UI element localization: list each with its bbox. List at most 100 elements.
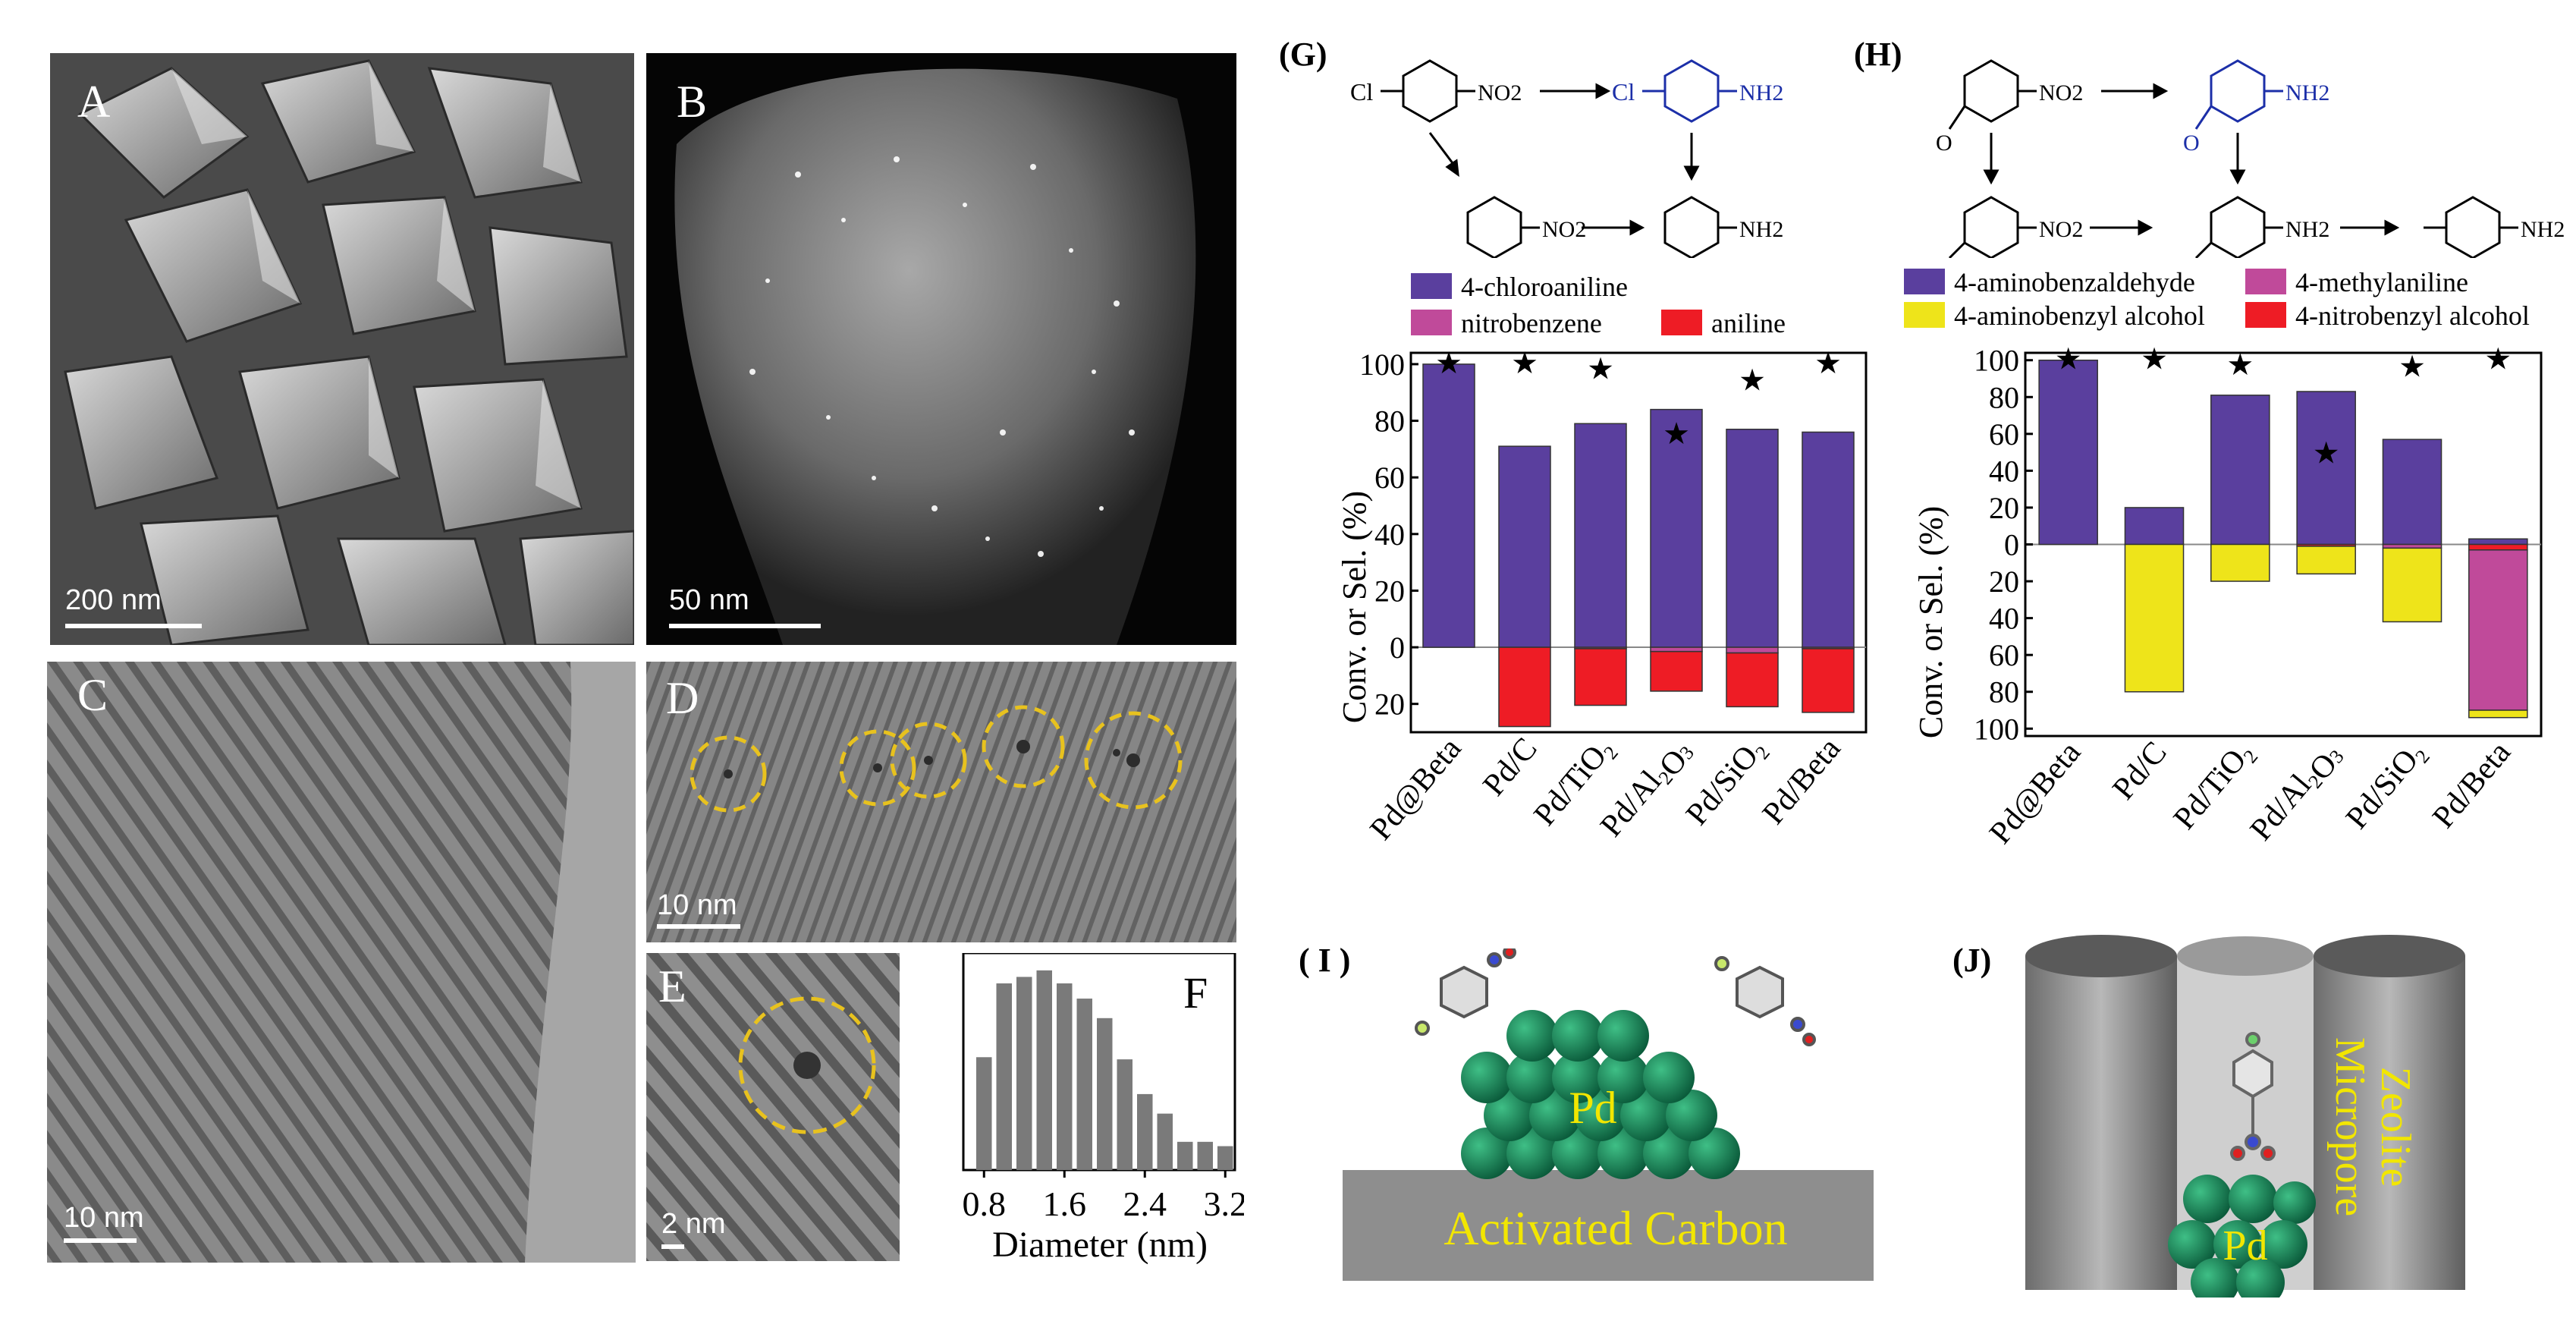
panel-i-illustration: Pd Activated Carbon bbox=[1343, 948, 1874, 1281]
legend: 4-chloroaniline nitrobenzene aniline bbox=[1411, 272, 1786, 338]
conversion-star: ★ bbox=[2141, 342, 2168, 376]
legend-label: 4-nitrobenzyl alcohol bbox=[2295, 300, 2530, 331]
legend-swatch bbox=[2245, 302, 2286, 328]
bar-segment bbox=[2382, 439, 2442, 546]
scale-bar bbox=[657, 924, 740, 929]
tem-lattice-illustration bbox=[47, 662, 636, 1263]
x-tick-label: Pd@Beta bbox=[1364, 731, 1469, 847]
y-tick-label: 80 bbox=[1989, 675, 2019, 709]
y-tick-label: 100 bbox=[1974, 712, 2019, 746]
histogram-bar bbox=[1076, 999, 1092, 1170]
y-tick-label: 20 bbox=[1374, 687, 1405, 722]
bar-segment bbox=[1802, 648, 1855, 713]
chem-label: Cl bbox=[1350, 78, 1373, 105]
x-tick-labels: 0.8 1.6 2.4 3.2 bbox=[963, 1170, 1244, 1223]
scale-bar-label: 50 nm bbox=[669, 584, 749, 616]
conversion-star: ★ bbox=[1814, 346, 1842, 380]
histogram-bar bbox=[1097, 1018, 1113, 1170]
bar-segment bbox=[1650, 650, 1703, 692]
conversion-star: ★ bbox=[1511, 346, 1538, 380]
histogram-bar bbox=[1036, 970, 1052, 1170]
y-tick-label: 0 bbox=[1390, 631, 1405, 665]
reaction-scheme-g: Cl NO2 Cl NH2 NO2 NH2 bbox=[1350, 59, 1783, 258]
histogram-bar bbox=[1157, 1113, 1173, 1170]
scale-bar bbox=[65, 624, 202, 628]
benzene-ring bbox=[2210, 196, 2266, 258]
conversion-star: ★ bbox=[2399, 349, 2426, 383]
panel-j-illustration: Pd Zeolite Micropore bbox=[2025, 935, 2465, 1298]
y-tick-label: 20 bbox=[1374, 574, 1405, 608]
bar-segment bbox=[2210, 395, 2270, 546]
scale-bar-label: 10 nm bbox=[64, 1202, 144, 1234]
zeolite-channel bbox=[2025, 956, 2177, 1290]
chem-label: NH2 bbox=[1739, 80, 1783, 105]
histogram-bar bbox=[1197, 1141, 1213, 1170]
panel-label-e: E bbox=[658, 961, 686, 1011]
histogram-bar bbox=[1177, 1141, 1193, 1170]
benzene-ring bbox=[1963, 59, 2019, 123]
histogram-bar bbox=[1137, 1093, 1153, 1170]
activated-carbon-slab bbox=[1343, 1170, 1874, 1281]
x-tick-label: Pd/C bbox=[2106, 735, 2173, 807]
bar-segment bbox=[1726, 646, 1779, 654]
histogram-bar bbox=[976, 1057, 992, 1170]
bar-segment bbox=[1650, 408, 1703, 648]
pd-label: Pd bbox=[2223, 1222, 2267, 1269]
chart-h: 4-aminobenzaldehyde 4-methylaniline 4-amin… bbox=[1904, 267, 2543, 851]
legend-swatch bbox=[1904, 302, 1945, 328]
y-tick-label: 60 bbox=[1989, 638, 2019, 672]
benzene-ring bbox=[1963, 196, 2019, 258]
benzene-ring bbox=[1663, 196, 1720, 258]
conversion-star: ★ bbox=[2484, 342, 2512, 376]
bar-segment bbox=[1574, 648, 1627, 706]
panel-c-tem-image: C 10 nm bbox=[47, 662, 636, 1263]
chem-label: NO2 bbox=[2039, 80, 2083, 105]
x-tick-label: 1.6 bbox=[1043, 1184, 1087, 1223]
bar-segment bbox=[1498, 445, 1551, 648]
bar-segment bbox=[1650, 646, 1703, 653]
chem-label: HO bbox=[2166, 253, 2198, 258]
scale-bar bbox=[669, 624, 821, 628]
scale-bar bbox=[661, 1244, 684, 1249]
y-tick-label: 40 bbox=[1374, 517, 1405, 552]
scale-bar bbox=[64, 1238, 137, 1243]
conversion-star: ★ bbox=[1435, 346, 1462, 380]
histogram-bar bbox=[1217, 1146, 1233, 1170]
y-tick-label: 80 bbox=[1989, 380, 2019, 414]
nitroarene-molecule bbox=[1714, 956, 1816, 1046]
bar-segment bbox=[1422, 363, 1475, 648]
chem-label: NH2 bbox=[2285, 80, 2329, 105]
bar-segment bbox=[2468, 549, 2528, 711]
conversion-star: ★ bbox=[2055, 342, 2082, 376]
bar-segment bbox=[2382, 547, 2442, 623]
panel-label-f: F bbox=[1183, 968, 1208, 1018]
x-axis-label: Diameter (nm) bbox=[992, 1225, 1208, 1265]
y-tick-label: 20 bbox=[1989, 565, 2019, 599]
panel-label-a: A bbox=[77, 77, 111, 127]
histogram-bar bbox=[1016, 977, 1032, 1170]
panel-a-sem-image: A 200 nm bbox=[50, 53, 634, 645]
histogram-bar bbox=[1057, 983, 1073, 1170]
plot-frame bbox=[1409, 351, 1868, 734]
panel-label-d: D bbox=[666, 673, 699, 723]
legend-label: aniline bbox=[1711, 308, 1786, 338]
panel-label-i: ( I ) bbox=[1299, 942, 1351, 979]
x-tick-label: Pd/Beta bbox=[2426, 735, 2518, 835]
legend-swatch bbox=[1411, 310, 1452, 335]
bar-segment bbox=[2468, 543, 2528, 551]
x-tick-label: Pd/Beta bbox=[1756, 731, 1848, 832]
chem-label: HO bbox=[1919, 253, 1952, 258]
legend-label: 4-aminobenzyl alcohol bbox=[1954, 300, 2205, 331]
conversion-star: ★ bbox=[1663, 417, 1690, 451]
nitroarene-molecule bbox=[1415, 948, 1516, 1036]
pd-label: Pd bbox=[1569, 1083, 1616, 1133]
legend-label: 4-aminobenzaldehyde bbox=[1954, 267, 2195, 297]
y-tick-label: 60 bbox=[1989, 417, 2019, 451]
scale-bar-label: 200 nm bbox=[65, 584, 162, 616]
bar-segment bbox=[1726, 652, 1779, 708]
y-axis-label: Conv. or Sel. (%) bbox=[1336, 491, 1373, 723]
panel-label-c: C bbox=[77, 670, 108, 720]
conversion-star: ★ bbox=[1739, 363, 1766, 397]
chem-label: NH2 bbox=[2521, 217, 2564, 242]
panel-b-stem-image: B 50 nm bbox=[646, 53, 1236, 645]
